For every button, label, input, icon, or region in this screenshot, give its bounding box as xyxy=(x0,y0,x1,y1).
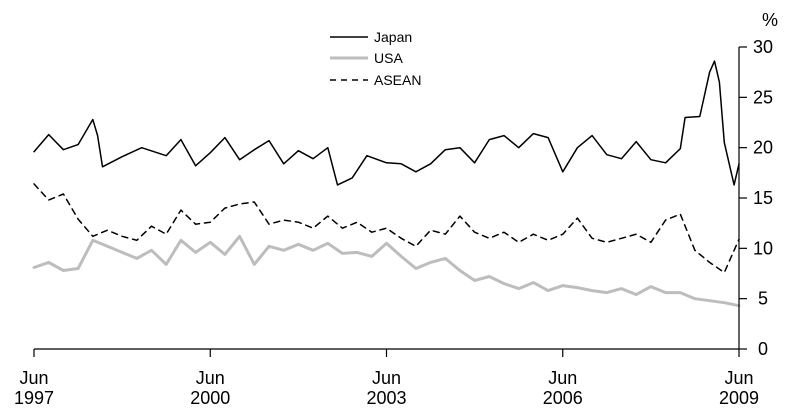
y-tick-label: 20 xyxy=(753,138,773,158)
plot-area xyxy=(32,60,741,308)
legend-item-japan: Japan xyxy=(330,29,412,45)
x-tick-label-year: 2006 xyxy=(543,388,583,408)
y-axis-ticks: 0 5 10 15 20 25 30 xyxy=(739,37,773,359)
y-tick-label: 30 xyxy=(753,37,773,57)
x-tick-label-month: Jun xyxy=(724,368,753,388)
series-line-japan xyxy=(33,60,740,186)
legend: Japan USA ASEAN xyxy=(330,29,421,88)
legend-item-asean: ASEAN xyxy=(330,72,421,88)
series-line-usa xyxy=(32,234,741,308)
y-tick-label: 25 xyxy=(753,87,773,107)
y-tick-label: 15 xyxy=(753,188,773,208)
y-tick-label: 0 xyxy=(758,339,768,359)
x-tick-label-year: 2009 xyxy=(719,388,759,408)
x-tick-label-month: Jun xyxy=(19,368,48,388)
x-tick-label-month: Jun xyxy=(372,368,401,388)
y-tick-label: 5 xyxy=(758,289,768,309)
series-line-asean xyxy=(33,183,740,274)
x-tick-label-month: Jun xyxy=(196,368,225,388)
legend-label-usa: USA xyxy=(374,50,403,66)
y-tick-label: 10 xyxy=(753,238,773,258)
legend-item-usa: USA xyxy=(330,50,403,66)
x-tick-label-year: 1997 xyxy=(14,388,54,408)
series-layer xyxy=(32,60,741,308)
x-tick-label-month: Jun xyxy=(548,368,577,388)
x-tick-label-year: 2000 xyxy=(190,388,230,408)
x-tick-label-year: 2003 xyxy=(366,388,406,408)
legend-label-japan: Japan xyxy=(374,29,412,45)
y-axis-unit-label: % xyxy=(762,10,778,30)
legend-label-asean: ASEAN xyxy=(374,72,421,88)
